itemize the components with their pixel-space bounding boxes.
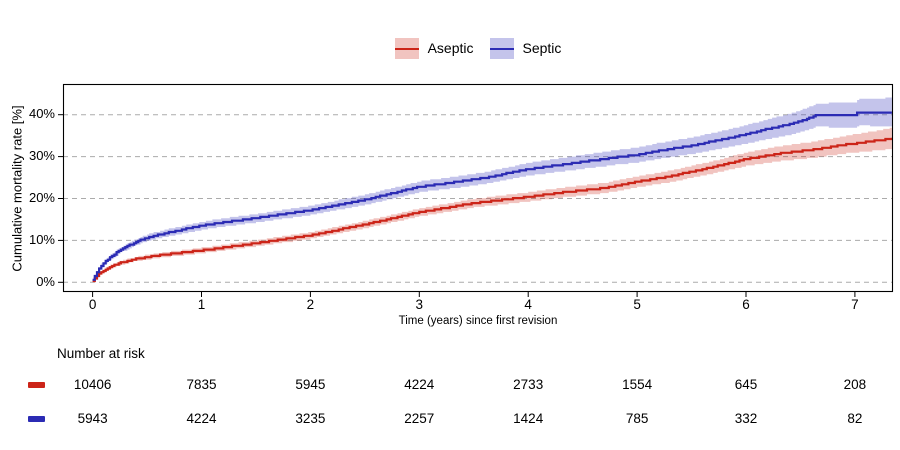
risk-row-septic-swatch	[28, 416, 45, 422]
legend-label-aseptic: Aseptic	[427, 40, 474, 56]
risk-count-aseptic-y7: 208	[843, 377, 867, 392]
y-tick-label-30: 30%	[28, 148, 55, 163]
risk-count-aseptic-y1: 7835	[186, 377, 217, 392]
risk-count-aseptic-y4: 2733	[513, 377, 544, 392]
x-tick-label-0: 0	[88, 297, 97, 312]
risk-count-aseptic-y2: 5945	[295, 377, 326, 392]
risk-count-aseptic-y0: 10406	[73, 377, 112, 392]
risk-count-septic-y4: 1424	[513, 411, 544, 426]
risk-count-aseptic-y3: 4224	[404, 377, 435, 392]
x-tick-label-6: 6	[742, 297, 750, 312]
x-tick-label-2: 2	[306, 297, 315, 312]
legend-key-septic-icon	[489, 38, 514, 59]
legend: Aseptic Septic	[63, 38, 893, 59]
risk-count-aseptic-y6: 645	[734, 377, 758, 392]
risk-count-septic-y2: 3235	[295, 411, 326, 426]
risk-count-septic-y1: 4224	[186, 411, 217, 426]
x-tick-label-3: 3	[415, 297, 424, 312]
risk-count-septic-y5: 785	[625, 411, 649, 426]
legend-item-septic: Septic	[489, 38, 562, 59]
risk-count-septic-y7: 82	[847, 411, 863, 426]
y-tick-label-40: 40%	[28, 106, 55, 121]
y-tick-label-10: 10%	[28, 232, 55, 247]
x-tick-label-5: 5	[633, 297, 641, 312]
x-tick-label-7: 7	[851, 297, 859, 312]
risk-count-septic-y0: 5943	[77, 411, 108, 426]
risk-count-septic-y3: 2257	[404, 411, 435, 426]
risk-count-aseptic-y5: 1554	[622, 377, 653, 392]
y-tick-label-0: 0%	[36, 274, 55, 289]
risk-table-header: Number at risk	[57, 346, 145, 361]
legend-item-aseptic: Aseptic	[394, 38, 474, 59]
x-tick-label-4: 4	[524, 297, 532, 312]
legend-label-septic: Septic	[522, 40, 562, 56]
y-tick-label-20: 20%	[28, 190, 55, 205]
risk-count-septic-y6: 332	[734, 411, 758, 426]
plot-panel	[58, 83, 894, 297]
risk-row-aseptic-swatch	[28, 382, 45, 388]
x-tick-label-1: 1	[197, 297, 206, 312]
x-axis-title: Time (years) since first revision	[398, 315, 558, 327]
legend-key-aseptic-icon	[394, 38, 419, 59]
